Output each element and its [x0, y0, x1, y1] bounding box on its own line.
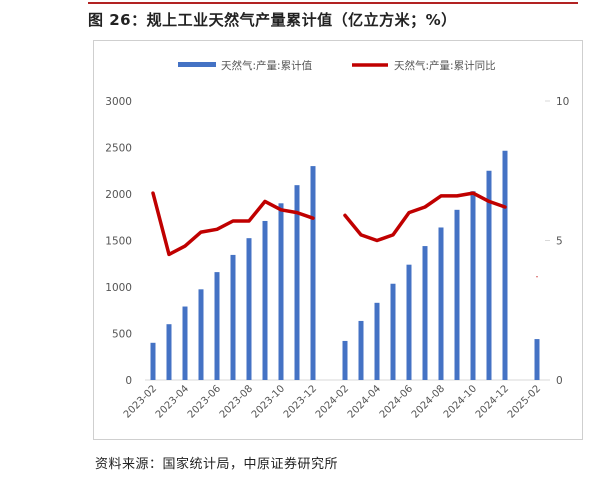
bar: [422, 246, 428, 380]
x-tick-label: 2023-06: [186, 383, 223, 420]
bar: [310, 166, 316, 380]
source-note: 资料来源：国家统计局，中原证券研究所: [95, 457, 339, 472]
line-point: [392, 234, 394, 236]
bar: [358, 320, 364, 380]
x-tick-label: 2024-06: [378, 383, 415, 420]
line-point: [536, 276, 538, 278]
x-tick-label: 2023-08: [218, 383, 255, 420]
bar: [438, 227, 444, 380]
x-tick-label: 2023-04: [154, 383, 191, 420]
figure-title: 图 26：规上工业天然气产量累计值（亿立方米；%）: [88, 11, 457, 29]
x-tick-label: 2024-12: [474, 383, 511, 420]
bar: [230, 254, 236, 380]
left-axis: 0 500 1000 1500 2000 2500 3000: [105, 96, 132, 387]
bar-series: [150, 150, 540, 380]
y-right-tick-label: 0: [556, 375, 563, 387]
line-point: [184, 245, 186, 247]
bar: [214, 272, 220, 380]
bar: [294, 185, 300, 380]
line-point: [504, 206, 506, 208]
bar: [278, 203, 284, 380]
y-left-tick-label: 500: [112, 329, 132, 341]
chart-frame: [93, 40, 583, 440]
legend-line-label: 天然气:产量:累计同比: [394, 59, 496, 72]
bar: [246, 238, 252, 380]
line-point: [424, 206, 426, 208]
bar: [182, 306, 188, 380]
line-point: [360, 234, 362, 236]
bar: [166, 324, 172, 380]
x-tick-label: 2024-04: [346, 383, 383, 420]
line-point: [168, 253, 170, 256]
bar: [374, 302, 380, 380]
bar: [502, 150, 508, 380]
bar: [454, 209, 460, 380]
top-rule: [88, 2, 578, 4]
line-point: [152, 192, 154, 194]
line-point: [232, 220, 234, 222]
bar: [470, 191, 476, 380]
line-point: [248, 220, 250, 222]
x-tick-label: 2024-10: [442, 383, 479, 420]
line-point: [200, 231, 202, 233]
line-point: [440, 195, 442, 197]
legend: 天然气:产量:累计值 天然气:产量:累计同比: [178, 59, 496, 72]
x-tick-label: 2023-10: [250, 383, 287, 420]
bar: [486, 170, 492, 380]
x-tick-label: 2024-08: [410, 383, 447, 420]
line-series: [152, 192, 537, 277]
bar: [262, 220, 268, 380]
bar: [534, 339, 540, 380]
y-left-tick-label: 2500: [105, 143, 132, 155]
line-point: [456, 195, 458, 197]
line-point: [264, 200, 266, 203]
y-right-tick-label: 10: [556, 96, 569, 108]
x-axis: 2023-022023-042023-062023-082023-102023-…: [122, 383, 543, 420]
line-point: [216, 228, 218, 230]
bar: [198, 289, 204, 380]
line-point: [312, 217, 314, 219]
y-left-tick-label: 1000: [105, 282, 132, 294]
line-point: [472, 192, 474, 194]
line-point: [344, 214, 346, 216]
yoy-line: [153, 193, 537, 277]
x-tick-label: 2024-02: [314, 383, 351, 420]
y-right-tick-label: 5: [556, 236, 563, 248]
y-left-tick-label: 1500: [105, 236, 132, 248]
line-point: [408, 212, 410, 214]
x-tick-label: 2023-12: [282, 383, 319, 420]
x-tick-label: 2023-02: [122, 383, 159, 420]
right-axis: 0 5 10: [545, 96, 569, 387]
bar: [406, 264, 412, 380]
line-point: [376, 239, 378, 242]
x-tick-label: 2025-02: [506, 383, 543, 420]
legend-bar-label: 天然气:产量:累计值: [221, 59, 313, 72]
bar: [342, 340, 348, 380]
line-point: [296, 212, 298, 214]
y-left-tick-label: 3000: [105, 96, 132, 108]
legend-bar-swatch: [178, 62, 216, 67]
y-left-tick-label: 0: [125, 375, 132, 387]
line-point: [280, 209, 282, 211]
bar: [150, 342, 156, 380]
y-left-tick-label: 2000: [105, 189, 132, 201]
line-point: [488, 200, 490, 203]
bar: [390, 283, 396, 380]
